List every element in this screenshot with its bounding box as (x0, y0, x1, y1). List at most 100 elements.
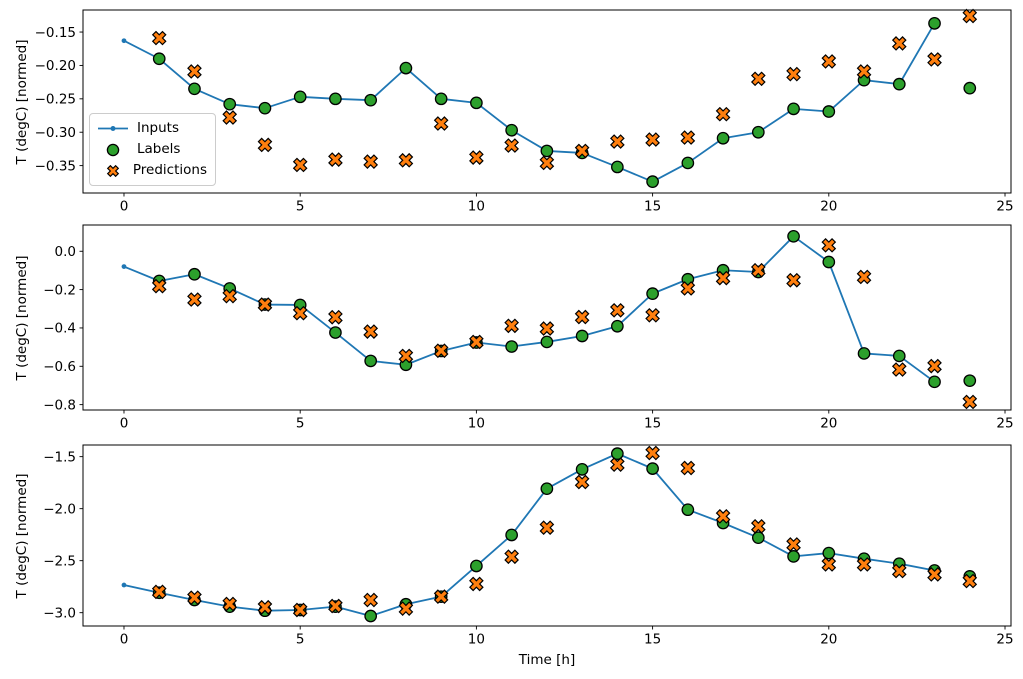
y-axis-label-middle: T (degC) [normed] (14, 255, 30, 381)
label-marker (646, 462, 659, 475)
prediction-marker (257, 297, 273, 312)
x-tick-label: 15 (644, 199, 661, 215)
label-marker (540, 335, 554, 349)
prediction-marker (398, 152, 414, 168)
prediction-marker (292, 305, 308, 321)
y-tick-label: −2.0 (43, 501, 76, 517)
prediction-marker (645, 307, 660, 323)
y-tick-label: −0.35 (35, 158, 76, 174)
inputs-series (121, 20, 937, 185)
prediction-marker (187, 590, 202, 606)
label-marker (716, 131, 730, 145)
subplot-1: 0 5 10 15 20 25 −0.15 −0.20 −0.25 −0.30 −0.35 (35, 8, 1014, 215)
prediction-marker (891, 563, 907, 579)
prediction-marker (328, 309, 343, 325)
y-tick-label: −1.5 (43, 449, 76, 465)
legend-item-predictions: Predictions (96, 162, 207, 179)
prediction-marker (433, 116, 449, 131)
labels-series (152, 447, 977, 623)
label-marker (540, 144, 554, 158)
label-marker (681, 156, 695, 170)
label-marker (611, 447, 624, 460)
prediction-marker (504, 138, 519, 153)
x-tick-label: 5 (296, 416, 305, 432)
y-axis-label-bottom: T (degC) [normed] (14, 473, 30, 599)
label-marker (505, 528, 518, 542)
label-marker (293, 90, 307, 104)
inputs-polyline (123, 235, 936, 383)
prediction-marker (715, 106, 731, 122)
x-tick-label: 25 (996, 632, 1013, 648)
x-tick-label: 25 (996, 416, 1013, 432)
label-marker (329, 326, 342, 339)
prediction-marker (539, 321, 555, 336)
y-tick-label: −0.15 (35, 25, 76, 41)
x-tick-label: 15 (644, 416, 661, 432)
x-tick-label: 5 (296, 199, 305, 215)
prediction-marker (786, 66, 801, 82)
label-marker (329, 92, 342, 106)
x-tick-label: 20 (820, 416, 837, 432)
prediction-marker (151, 584, 167, 600)
label-marker (892, 349, 906, 363)
x-tick-label: 0 (120, 199, 129, 215)
label-marker (575, 462, 589, 476)
labels-circle-icon (106, 143, 120, 156)
label-marker (928, 375, 941, 389)
label-marker (611, 160, 624, 174)
prediction-marker (539, 155, 555, 171)
label-marker (892, 77, 906, 91)
label-marker (751, 531, 765, 545)
prediction-marker (222, 596, 238, 612)
predictions-series (151, 8, 978, 173)
input-point-marker (121, 264, 127, 270)
label-marker (540, 482, 554, 496)
label-marker (223, 97, 237, 111)
prediction-marker (574, 143, 590, 159)
prediction-marker (469, 150, 484, 165)
input-point-marker (121, 38, 127, 44)
y-tick-label: −0.20 (35, 58, 76, 74)
prediction-marker (680, 281, 696, 296)
prediction-marker (433, 589, 449, 605)
prediction-marker (750, 518, 766, 534)
prediction-marker (504, 318, 519, 334)
axes-frame (82, 9, 1012, 194)
x-tick-label: 10 (468, 632, 485, 648)
label-marker (646, 175, 659, 188)
prediction-marker (363, 324, 379, 339)
prediction-marker (680, 130, 696, 145)
input-point-marker (121, 582, 127, 588)
prediction-marker (856, 557, 872, 572)
x-tick-label: 0 (120, 416, 129, 432)
y-tick-label: −0.25 (35, 92, 76, 108)
prediction-marker (187, 64, 202, 79)
prediction-marker (574, 309, 590, 325)
prediction-marker (715, 509, 731, 524)
prediction-marker (292, 157, 308, 173)
label-marker (575, 329, 589, 343)
subplot-2: 0 5 10 15 20 25 0.0 −0.2 −0.4 −0.6 −0.8 (43, 224, 1014, 432)
prediction-marker (363, 154, 379, 169)
label-marker (188, 82, 201, 96)
label-marker (787, 229, 800, 243)
prediction-marker (328, 598, 343, 614)
x-axis-label: Time [h] (518, 652, 576, 668)
x-tick-label: 20 (820, 199, 837, 215)
prediction-marker (151, 278, 167, 294)
label-marker (822, 105, 836, 118)
x-tick-label: 5 (296, 632, 305, 648)
prediction-marker (856, 64, 872, 79)
y-axis-label-top: T (degC) [normed] (14, 39, 30, 165)
y-tick-label: −0.8 (43, 397, 76, 413)
prediction-marker (328, 152, 343, 167)
label-marker (399, 61, 413, 75)
prediction-marker (610, 134, 625, 149)
label-marker (751, 125, 765, 139)
prediction-marker (786, 272, 801, 288)
prediction-marker (257, 599, 273, 615)
label-marker (787, 102, 800, 116)
prediction-marker (821, 557, 837, 572)
legend-label-labels: Labels (137, 141, 181, 157)
